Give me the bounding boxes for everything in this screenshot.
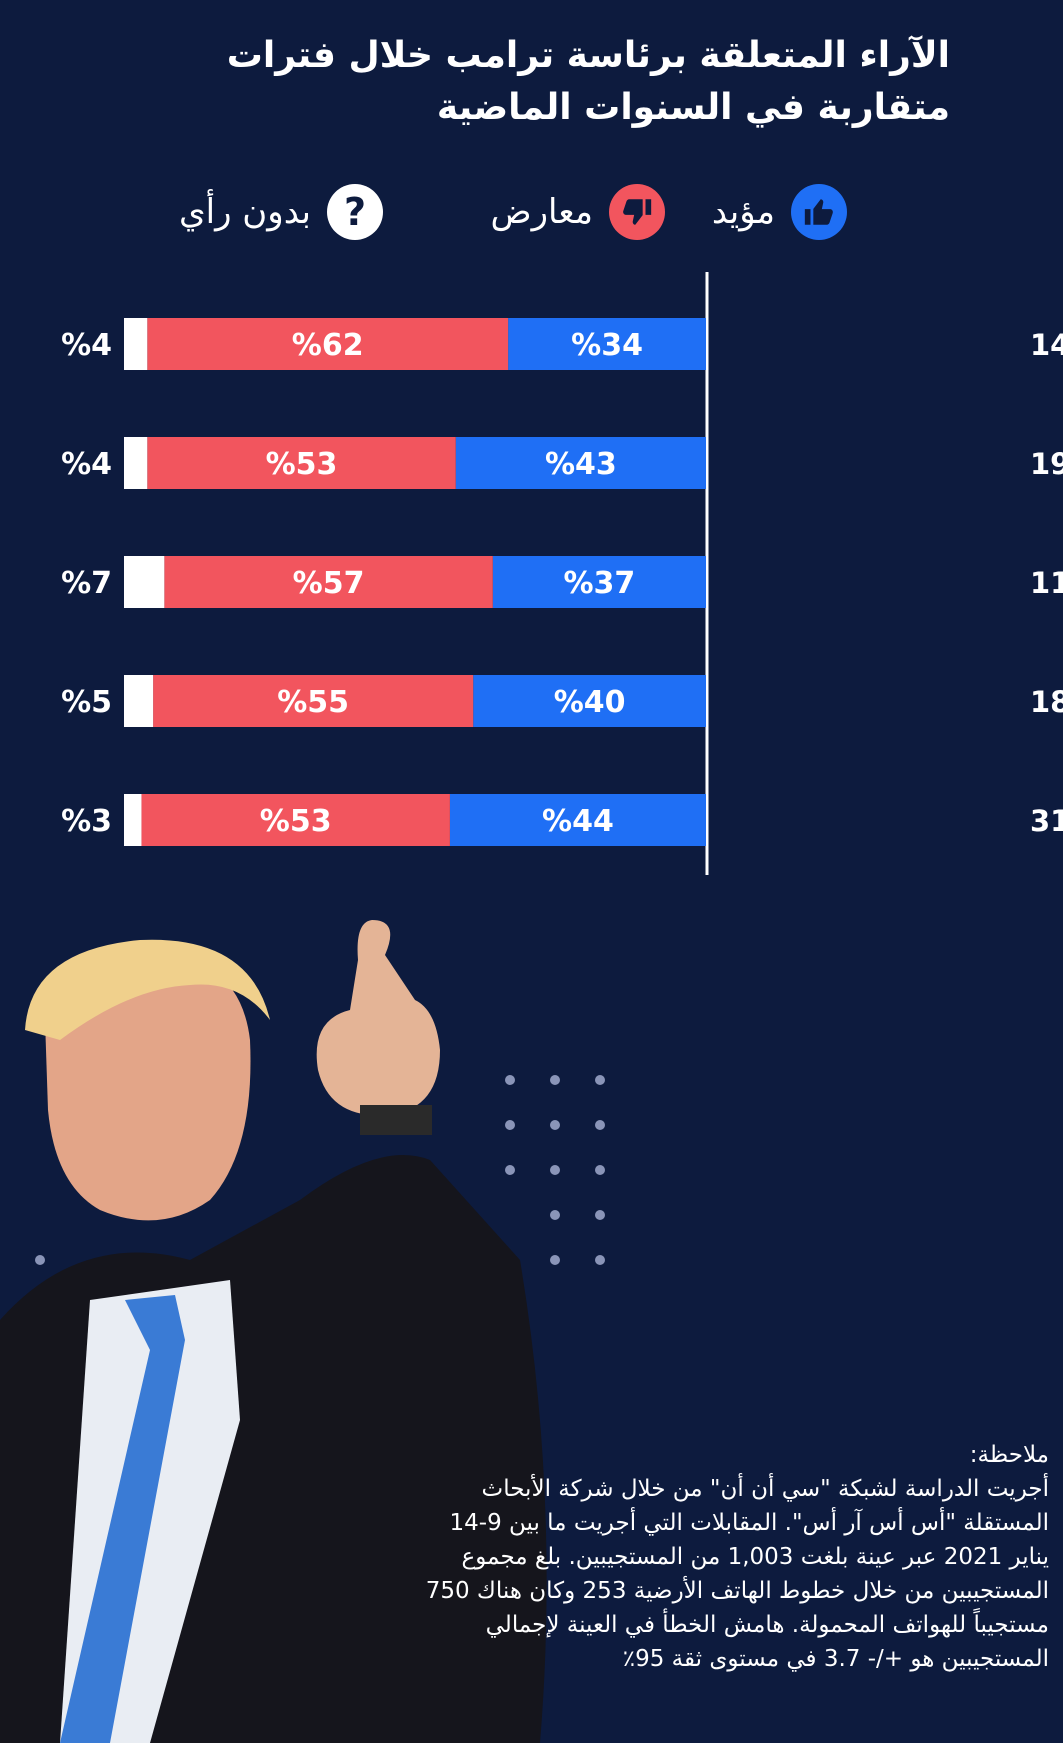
category-label: 2019 يناير 10-11	[1030, 566, 1063, 600]
bar-no-opinion	[124, 556, 165, 608]
data-label: %43	[545, 447, 617, 482]
data-label-no-opinion: %5	[61, 685, 112, 720]
bar-no-opinion	[124, 675, 154, 727]
bar-no-opinion	[124, 794, 142, 846]
stacked-bar-chart: %34 %62 %4 2021 يناير 9-14 %43 %53 %4 2020 يناي…	[61, 272, 1063, 875]
note-heading: ملاحظة:	[969, 1442, 1049, 1468]
data-label: %34	[571, 328, 643, 363]
bar-no-opinion	[124, 437, 148, 489]
legend-label-support: مؤيد	[711, 192, 775, 232]
data-label: %53	[260, 804, 332, 839]
note-body: أجريت الدراسة لشبكة "سي أن أن" من خلال ش…	[425, 1476, 1049, 1672]
thumbs-down-icon	[609, 184, 665, 240]
data-label-no-opinion: %4	[61, 328, 112, 363]
data-label: %40	[554, 685, 626, 720]
bar-support	[455, 437, 706, 489]
data-label-no-opinion: %3	[61, 804, 112, 839]
legend-item-no-opinion: ? بدون رأي	[179, 180, 383, 244]
bar-support	[473, 675, 706, 727]
legend-label-no-opinion: بدون رأي	[179, 192, 311, 232]
data-label: %55	[277, 685, 349, 720]
legend-item-oppose: معارض	[490, 180, 665, 244]
thumbs-up-icon	[791, 184, 847, 240]
data-label: %62	[292, 328, 364, 363]
category-label: 2017 فبراير 3 - يناير 31	[1030, 804, 1063, 838]
note: ملاحظة: أجريت الدراسة لشبكة "سي أن أن" م…	[409, 1438, 1049, 1676]
category-label: 2018 يناير 14-18	[1030, 685, 1063, 719]
question-icon: ?	[327, 184, 383, 240]
data-label: %53	[266, 447, 338, 482]
bar-support	[492, 556, 706, 608]
legend-item-support: مؤيد	[712, 180, 847, 244]
legend: مؤيد معارض ? بدون رأي	[0, 180, 1063, 244]
bar-no-opinion	[124, 318, 148, 370]
legend-label-oppose: معارض	[490, 192, 594, 232]
data-label-no-opinion: %4	[61, 447, 112, 482]
data-label-no-opinion: %7	[61, 566, 112, 601]
bar-oppose	[147, 318, 509, 370]
bar-oppose	[164, 556, 493, 608]
data-label: %37	[563, 566, 635, 601]
bar-oppose	[141, 794, 450, 846]
data-label: %57	[293, 566, 365, 601]
page-title: الآراء المتعلقة برئاسة ترامب خلال فترات …	[226, 35, 950, 128]
bar-support	[508, 318, 706, 370]
category-label: 2021 يناير 9-14	[1030, 328, 1063, 362]
bar-oppose	[147, 437, 456, 489]
category-label: 2020 يناير 16-19	[1030, 447, 1063, 481]
person-thumbs-up-photo	[0, 920, 605, 1743]
bar-oppose	[153, 675, 474, 727]
data-label: %44	[542, 804, 614, 839]
bar-support	[449, 794, 706, 846]
